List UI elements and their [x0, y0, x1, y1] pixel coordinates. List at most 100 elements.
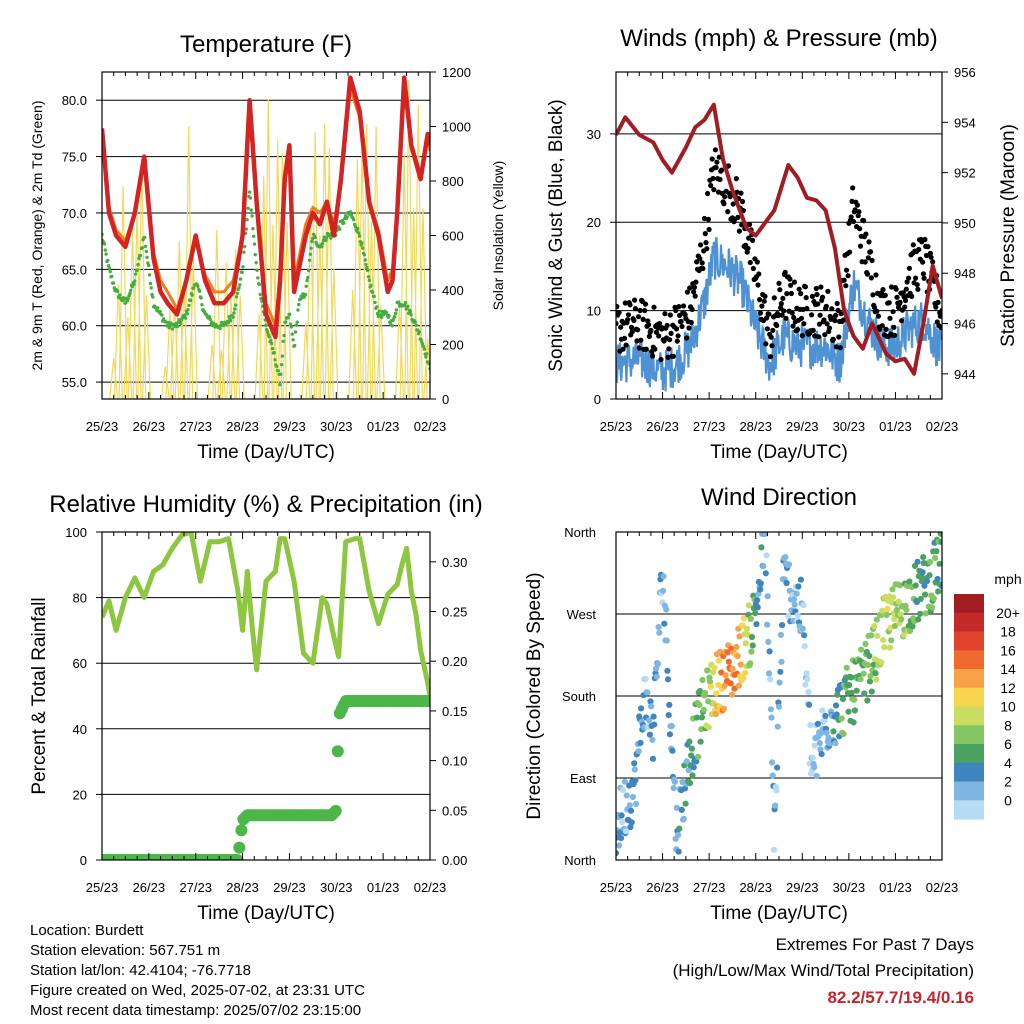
temperature-y2tick-label: 400	[442, 283, 464, 298]
gust-point	[935, 299, 941, 305]
gust-point	[759, 303, 765, 309]
direction-point	[646, 717, 653, 724]
gust-point	[746, 235, 752, 241]
humidity-xtick-label: 02/23	[414, 880, 447, 895]
direction-point	[659, 587, 667, 594]
winds-y2tick-label: 946	[954, 317, 976, 332]
dewpoint-point	[190, 293, 194, 297]
dewpoint-point	[269, 338, 273, 343]
direction-point	[799, 625, 806, 632]
direction-point	[775, 703, 783, 710]
gust-point	[756, 271, 762, 277]
winds-xtick-label: 26/23	[646, 419, 679, 434]
direction-point	[660, 573, 667, 580]
temperature-xtick-label: 26/23	[133, 419, 166, 434]
colorbar-label: 18	[1000, 624, 1016, 640]
gust-point	[843, 283, 849, 289]
gust-point	[680, 303, 687, 309]
series-sonic-wind	[616, 237, 942, 392]
direction-point	[635, 748, 642, 755]
gust-point	[673, 326, 680, 332]
dewpoint-point	[207, 315, 212, 319]
direction-point	[632, 777, 639, 784]
gust-point	[722, 194, 728, 200]
direction-point	[737, 661, 744, 668]
direction-point	[666, 701, 673, 709]
dewpoint-point	[357, 231, 361, 235]
direction-point	[833, 711, 840, 718]
gust-point	[822, 332, 828, 338]
dewpoint-point	[417, 330, 421, 334]
colorbar-swatch	[954, 781, 984, 801]
direction-point	[619, 819, 626, 826]
direction-point	[720, 705, 727, 712]
direction-point	[867, 673, 874, 680]
dewpoint-point	[158, 309, 162, 314]
direction-point	[878, 659, 885, 666]
gust-point	[774, 322, 780, 329]
winds-y2tick-label: 952	[954, 166, 976, 181]
gust-point	[687, 285, 693, 291]
gust-point	[643, 346, 649, 352]
precip-point	[424, 695, 430, 707]
temperature-xtick-label: 29/23	[273, 419, 306, 434]
gust-point	[816, 334, 822, 340]
humidity-xtick-label: 26/23	[133, 880, 166, 895]
gust-point	[920, 259, 926, 265]
gust-point	[830, 336, 836, 342]
direction-point	[649, 736, 656, 744]
direction-point	[922, 610, 929, 617]
gust-point	[790, 323, 796, 329]
temperature-y2tick-label: 800	[442, 174, 464, 189]
gust-point	[925, 244, 931, 250]
direction-point	[803, 670, 810, 677]
direction-point	[801, 632, 808, 639]
direction-point	[934, 575, 941, 583]
extremes-subtitle: (High/Low/Max Wind/Total Precipitation)	[672, 961, 974, 980]
gust-point	[775, 312, 781, 319]
gust-point	[939, 307, 942, 314]
dewpoint-point	[166, 320, 171, 325]
direction-point	[804, 676, 811, 683]
dewpoint-point	[342, 221, 346, 225]
direction-point	[932, 554, 939, 562]
colorbar-swatch	[954, 687, 984, 708]
direction-point	[762, 570, 769, 577]
dewpoint-point	[265, 330, 270, 334]
dewpoint-point	[142, 235, 147, 240]
gust-point	[902, 297, 909, 304]
direction-point	[678, 806, 685, 814]
dewpoint-point	[393, 311, 398, 316]
direction-point	[806, 701, 813, 708]
gust-point	[930, 259, 936, 265]
dewpoint-point	[282, 333, 286, 338]
direction-point	[848, 674, 855, 681]
gust-point	[825, 288, 831, 294]
gust-point	[795, 327, 801, 333]
colorbar-label: 0	[1004, 792, 1012, 808]
dewpoint-point	[289, 325, 294, 329]
direction-point	[795, 583, 802, 590]
direction-point	[621, 778, 628, 785]
direction-point	[868, 632, 875, 639]
dewpoint-point	[245, 218, 249, 222]
direction-point	[711, 664, 718, 672]
gust-point	[906, 265, 913, 271]
direction-point	[873, 676, 880, 683]
direction-point	[682, 800, 689, 807]
gust-point	[780, 295, 786, 301]
gust-point	[861, 218, 867, 224]
dewpoint-point	[149, 286, 153, 290]
gust-point	[679, 323, 685, 330]
direction-point	[793, 590, 800, 597]
dewpoint-point	[256, 276, 260, 280]
dewpoint-point	[360, 241, 364, 245]
winds-y2tick-label: 948	[954, 266, 976, 281]
winds-y2tick-label: 956	[954, 65, 976, 80]
direction-point	[839, 695, 847, 703]
dewpoint-point	[249, 208, 253, 212]
gust-point	[745, 245, 751, 251]
wind_direction-xtick-label: 25/23	[600, 880, 633, 895]
direction-point	[794, 612, 801, 619]
temperature-y2label: Solar Insolation (Yellow)	[490, 161, 506, 311]
